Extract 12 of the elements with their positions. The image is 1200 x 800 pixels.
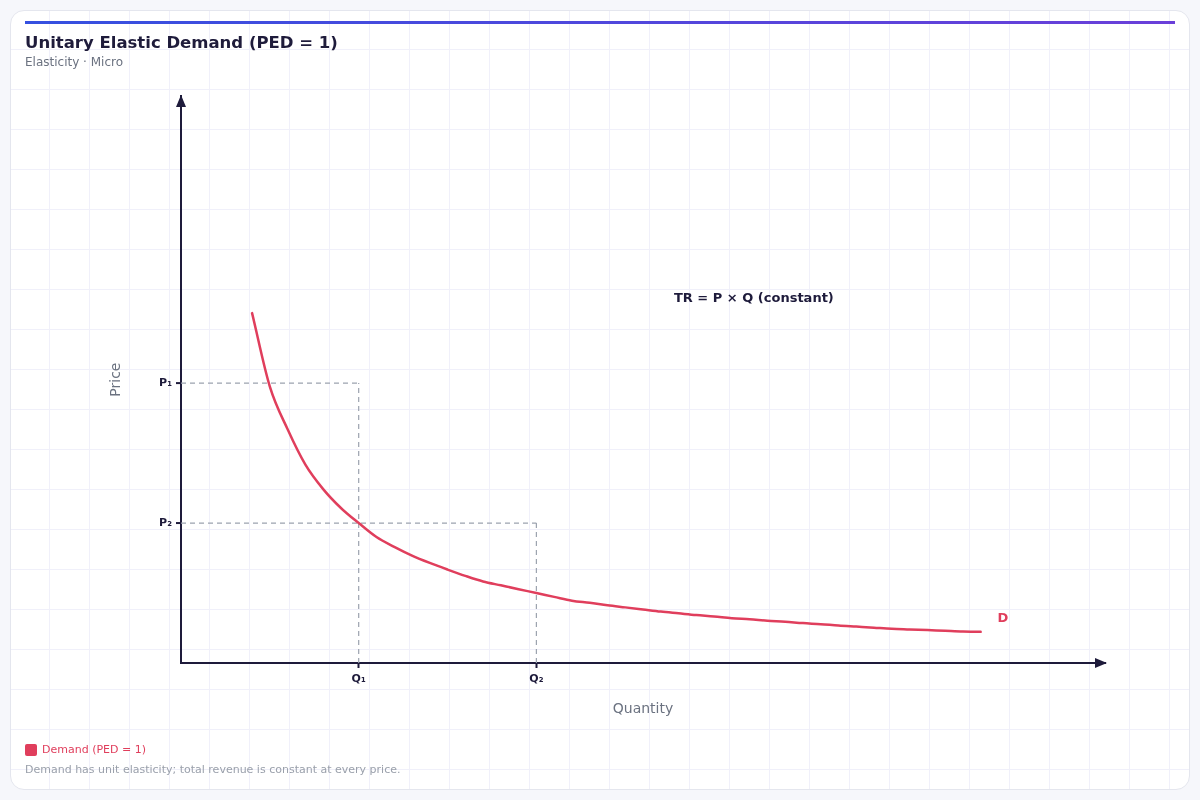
text: Demand has unit elasticity; total revenue is constant at every price. xyxy=(25,762,401,776)
ref-line-label: P₂ xyxy=(159,515,173,529)
text: Elasticity · Micro xyxy=(25,55,124,70)
annotation: D xyxy=(997,610,1009,626)
ref-line-label: P₁ xyxy=(159,375,173,389)
x-axis-title: Quantity xyxy=(612,700,674,717)
chart-title: Unitary Elastic Demand (PED = 1) xyxy=(25,33,338,53)
y-axis-title: Price xyxy=(107,362,124,397)
text: Demand (PED = 1) xyxy=(42,743,146,756)
text: TR = P × Q (constant) xyxy=(673,290,834,306)
x-tick-label: Q₁ xyxy=(351,672,366,686)
x-tick-label: Q₂ xyxy=(529,672,544,686)
